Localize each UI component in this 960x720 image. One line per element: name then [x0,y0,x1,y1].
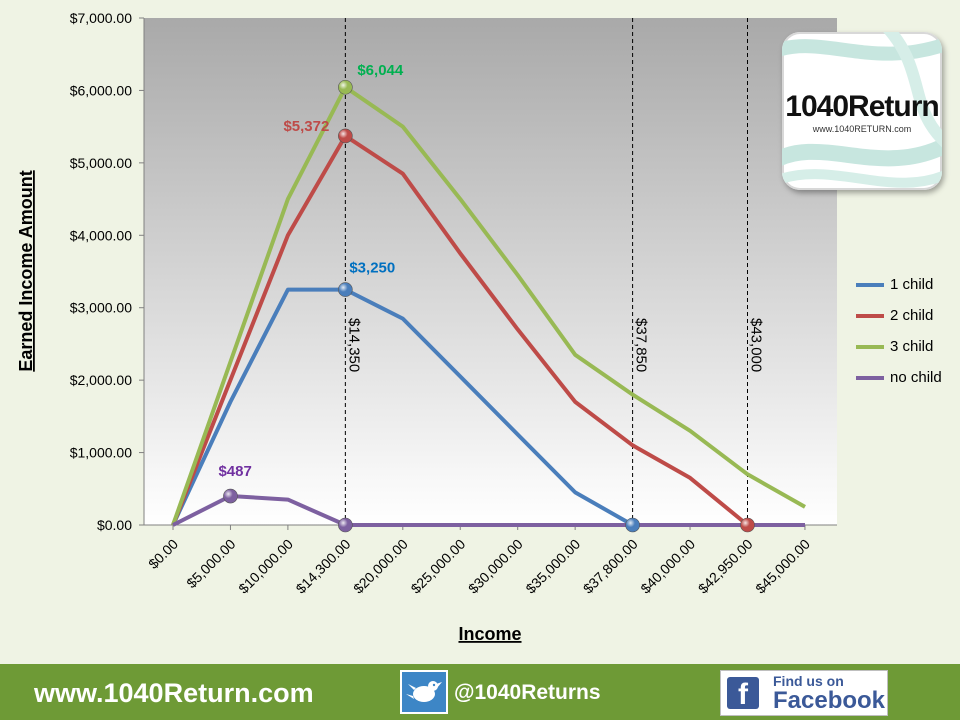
logo-wordmark: 1040Return [785,90,939,123]
facebook-f-icon: f [727,677,759,711]
data-point-marker [740,517,755,533]
facebook-button[interactable]: f Find us on Facebook [720,670,888,716]
x-tick-label: $14,300.00 [293,536,354,597]
legend-item-no-child: no child [856,369,942,386]
x-tick-label: $45,000.00 [752,536,813,597]
footer-bar: www.1040Return.com @1040Returns f Find u… [0,664,960,720]
twitter-handle-link[interactable]: @1040Returns [454,681,601,704]
logo-1040return: 1040Return www.1040RETURN.com [782,32,942,190]
logo-swirl-icon [782,32,942,188]
series-line-2-child [171,133,805,527]
legend-label: no child [890,369,942,386]
data-label-2-child: $5,372 [283,118,329,135]
y-tick-label: $2,000.00 [70,372,132,388]
data-point-marker [338,128,353,144]
x-tick-label: $42,950.00 [695,536,756,597]
data-point-marker [625,517,640,533]
reference-line-label: $14,350 [345,318,362,372]
facebook-wordmark: Facebook [773,687,886,714]
series-line-3-child [171,85,806,526]
x-tick-label: $37,800.00 [580,536,641,597]
legend-swatch [856,344,884,349]
x-tick-label: $40,000.00 [637,536,698,597]
legend-item-2-child: 2 child [856,307,933,324]
legend-label: 1 child [890,276,934,293]
x-tick-label: $10,000.00 [235,536,296,597]
y-tick-label: $4,000.00 [70,227,132,243]
data-point-marker [338,79,353,95]
x-tick-label: $5,000.00 [183,536,239,592]
legend-item-1-child: 1 child [856,276,933,293]
x-tick-label: $25,000.00 [408,536,469,597]
x-tick-label: $30,000.00 [465,536,526,597]
twitter-bird-icon[interactable] [400,670,448,714]
series-line-no-child [172,494,805,527]
legend-swatch [856,375,884,380]
plot-area [144,18,837,525]
x-tick-label: $35,000.00 [522,536,583,597]
reference-line-label: $37,850 [633,318,650,372]
x-axis-title: Income [458,624,521,644]
legend-swatch [856,282,884,287]
y-tick-label: $3,000.00 [70,300,132,316]
legend-label: 3 child [890,338,934,355]
x-tick-label: $0.00 [145,536,181,572]
y-tick-label: $6,000.00 [70,82,132,98]
y-axis-title: Earned Income Amount [16,170,36,371]
reference-line-label: $43,000 [748,318,765,372]
data-label-1-child: $3,250 [349,260,395,277]
x-tick-label: $20,000.00 [350,536,411,597]
logo-url: www.1040RETURN.com [812,124,912,134]
data-label-3-child: $6,044 [357,62,404,79]
data-label-no-child: $487 [218,463,251,480]
y-tick-label: $7,000.00 [70,10,132,26]
y-tick-label: $1,000.00 [70,445,132,461]
footer-website-link[interactable]: www.1040Return.com [34,678,314,708]
earned-income-chart: $0.00 $1,000.00 $2,000.00 $3,000.00 $4,000.0… [16,10,837,644]
legend-swatch [856,313,884,318]
y-tick-label: $0.00 [97,517,132,533]
data-point-marker [338,282,353,297]
facebook-find-text: Find us on [773,673,844,689]
data-point-marker [338,517,353,533]
legend-label: 2 child [890,307,934,324]
legend-item-3-child: 3 child [856,338,933,355]
data-point-marker [223,488,238,504]
y-tick-label: $5,000.00 [70,155,132,171]
